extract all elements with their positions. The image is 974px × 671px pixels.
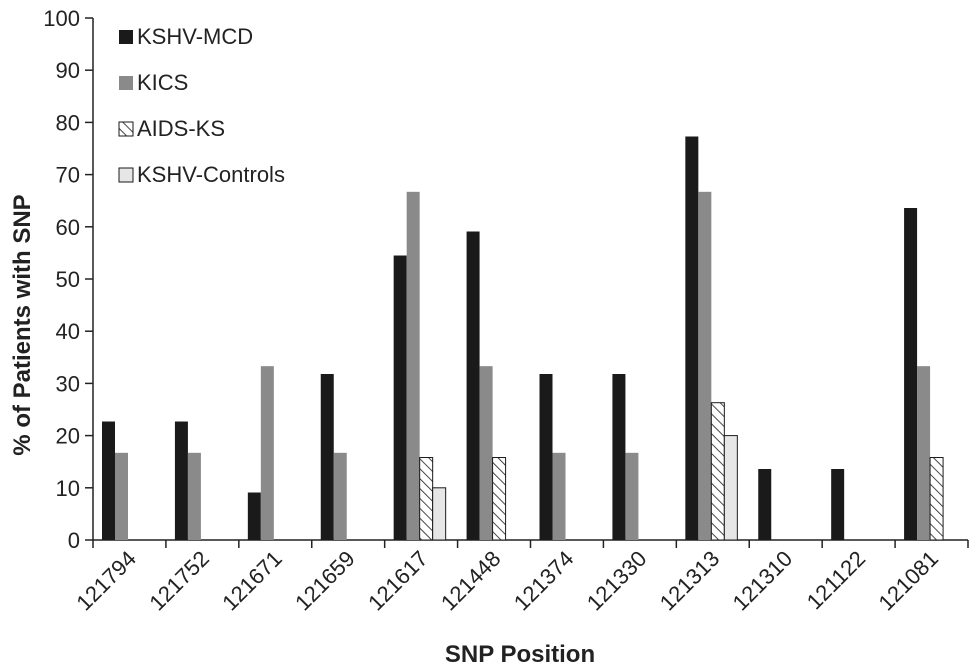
x-tick-label: 121671 (217, 546, 287, 616)
bar-kics (406, 191, 420, 541)
x-tick-label: 121794 (71, 546, 141, 616)
legend-swatch (119, 30, 133, 44)
legend-swatch (118, 167, 134, 183)
legend-label: KICS (137, 70, 188, 95)
bar-kshv-mcd (247, 492, 261, 540)
x-axis: 121794 121752 121671 121659 121617 121448 1213… (71, 539, 969, 616)
legend-swatch (119, 76, 133, 90)
bar-kics (260, 366, 274, 540)
y-tick-label: 100 (43, 6, 80, 31)
bar-kics (187, 452, 201, 540)
x-tick-label: 121659 (290, 546, 360, 616)
y-tick-label: 80 (56, 110, 80, 135)
y-tick-label: 20 (56, 424, 80, 449)
bar-kshv-mcd (320, 374, 334, 540)
bar-aids-ks (929, 457, 944, 541)
legend-label: KSHV-Controls (137, 162, 285, 187)
legend: KSHV-MCD KICS AIDS-KS KSHV-Controls (118, 24, 285, 187)
x-tick-label: 121313 (655, 546, 725, 616)
bar-aids-ks (492, 457, 507, 541)
y-tick-label: 90 (56, 58, 80, 83)
legend-label: KSHV-MCD (137, 24, 253, 49)
y-tick-label: 60 (56, 215, 80, 240)
x-tick-label: 121122 (802, 546, 870, 614)
y-axis-title: % of Patients with SNP (9, 194, 36, 455)
bar-kshv-controls (723, 435, 738, 541)
bar-kshv-mcd (539, 374, 553, 540)
x-axis-title: SNP Position (445, 641, 595, 668)
bar-kshv-mcd (904, 208, 918, 540)
bar-kics (333, 452, 347, 540)
x-tick-label: 121617 (363, 546, 433, 616)
x-tick-label: 121081 (873, 546, 943, 616)
y-tick-label: 30 (56, 371, 80, 396)
y-tick-label: 50 (56, 267, 80, 292)
y-axis: 0 10 20 30 40 50 60 70 80 90 100 (43, 6, 94, 553)
bars (102, 136, 944, 541)
bar-kics (698, 191, 712, 541)
bar-kshv-mcd (102, 421, 115, 540)
bar-aids-ks (710, 402, 725, 541)
x-tick-label: 121310 (728, 546, 798, 616)
bar-kshv-mcd (466, 231, 480, 541)
x-tick-label: 121330 (582, 546, 652, 616)
bar-kshv-controls (432, 487, 447, 541)
x-tick-label: 121374 (509, 546, 579, 616)
y-tick-label: 0 (68, 528, 80, 553)
y-tick-label: 10 (56, 476, 80, 501)
bar-kshv-mcd (174, 421, 188, 540)
legend-swatch (118, 121, 134, 137)
bar-kshv-mcd (831, 469, 845, 540)
legend-label: AIDS-KS (137, 116, 225, 141)
y-tick-label: 70 (56, 163, 80, 188)
x-tick-label: 121752 (144, 546, 214, 616)
bar-kics (479, 366, 493, 540)
bar-kshv-mcd (393, 255, 407, 540)
bar-kics (917, 366, 931, 540)
bar-kics (115, 452, 128, 540)
y-tick-label: 40 (56, 319, 80, 344)
bar-kics (625, 452, 639, 540)
bar-kics (552, 452, 566, 540)
x-tick-label: 121448 (436, 546, 506, 616)
bar-kshv-mcd (612, 374, 626, 540)
bar-kshv-mcd (685, 136, 699, 540)
bar-aids-ks (419, 457, 434, 541)
bar-kshv-mcd (758, 469, 772, 540)
